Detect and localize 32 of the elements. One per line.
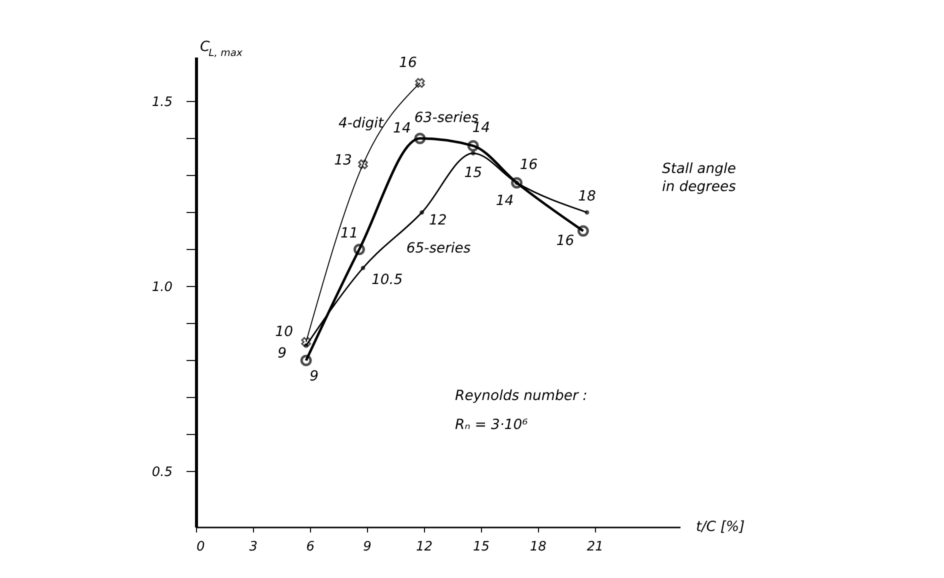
x-tick-label: 15 xyxy=(472,540,490,554)
x-tick-label: 3 xyxy=(249,540,258,554)
annotation: 10 xyxy=(275,324,294,340)
annotation: Reynolds number : xyxy=(455,388,588,404)
x-tick-label: 18 xyxy=(530,540,546,554)
series-label: 65-series xyxy=(406,240,471,257)
annotation: 9 xyxy=(278,346,287,362)
x-tick-label: 0 xyxy=(196,540,205,554)
x-tick-label: 6 xyxy=(306,540,315,554)
x-tick-label: 21 xyxy=(586,540,604,554)
y-tick-label: 1.0 xyxy=(152,280,172,295)
annotation: Stall angle xyxy=(662,161,736,177)
x-axis-title: t/C [%] xyxy=(696,519,745,535)
annotation: 16 xyxy=(399,54,417,71)
series-label: 4-digit xyxy=(338,116,384,132)
annotation: Rₙ = 3·10⁶ xyxy=(455,417,528,433)
annotation: 9 xyxy=(310,368,319,384)
annotation: 16 xyxy=(556,232,574,249)
annotation: 12 xyxy=(428,212,447,228)
annotation: 10.5 xyxy=(371,272,403,288)
y-tick-label: 1.5 xyxy=(152,94,172,110)
annotation: in degrees xyxy=(662,179,736,195)
x-tick-label: 12 xyxy=(416,540,433,554)
annotation: 14 xyxy=(496,192,514,209)
annotation: 15 xyxy=(464,165,482,182)
annotation: 14 xyxy=(393,120,411,136)
annotation: 13 xyxy=(334,152,352,168)
annotation: 11 xyxy=(340,225,358,242)
y-tick-label: 0.5 xyxy=(152,464,172,480)
x-tick-label: 9 xyxy=(363,540,372,554)
annotation: 18 xyxy=(578,188,596,204)
annotation: 16 xyxy=(520,156,538,173)
